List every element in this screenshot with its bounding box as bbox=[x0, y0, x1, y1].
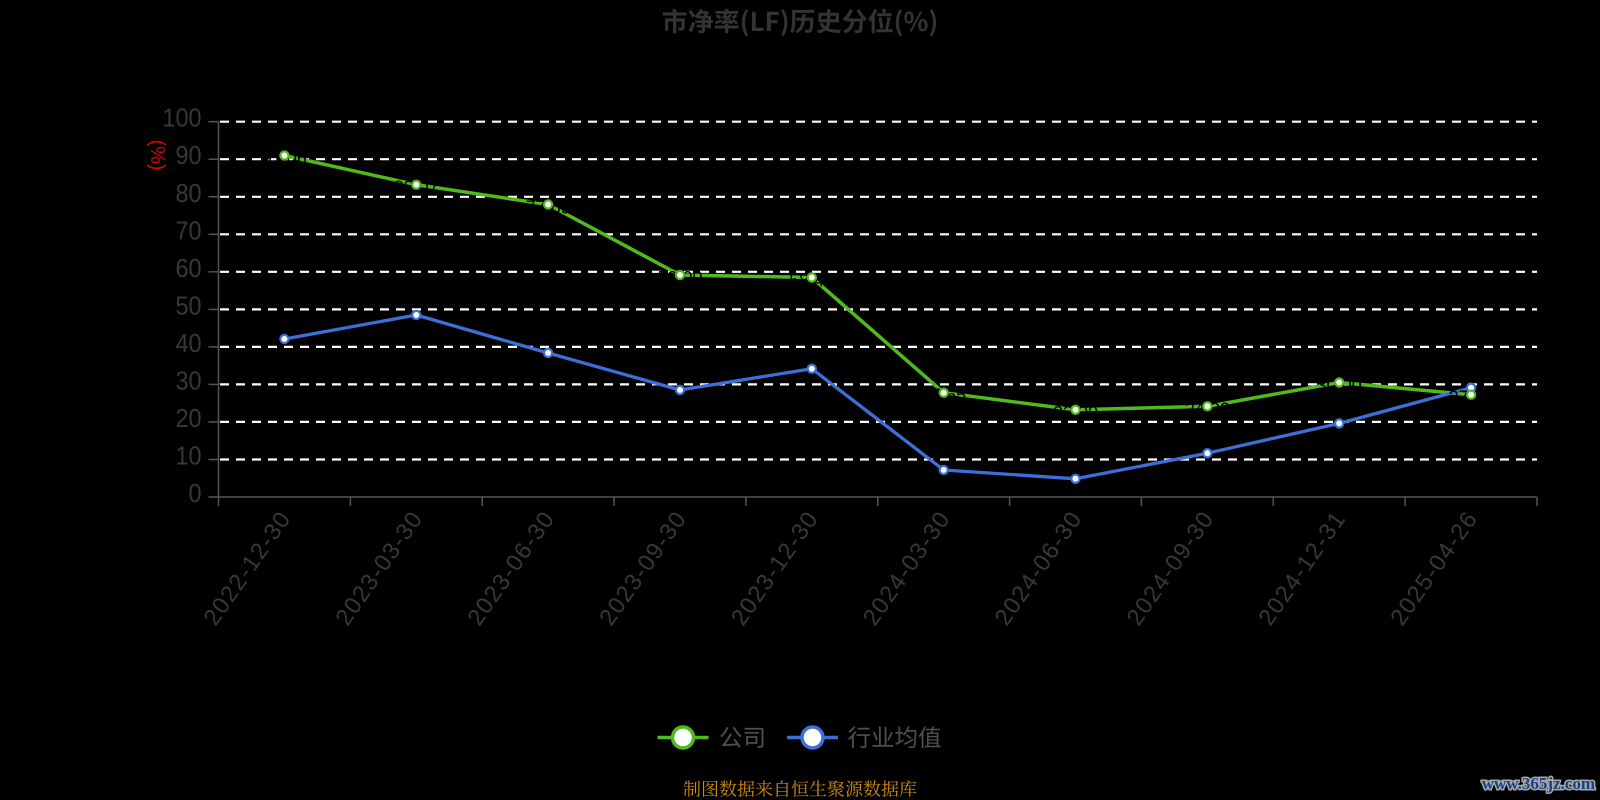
svg-text:30: 30 bbox=[176, 365, 202, 395]
svg-text:70: 70 bbox=[176, 215, 202, 245]
svg-text:80: 80 bbox=[176, 178, 202, 208]
svg-text:60: 60 bbox=[176, 253, 202, 283]
svg-text:50: 50 bbox=[176, 290, 202, 320]
svg-text:100: 100 bbox=[163, 103, 202, 133]
svg-text:40: 40 bbox=[176, 328, 202, 358]
svg-text:20: 20 bbox=[176, 403, 202, 433]
svg-text:0: 0 bbox=[189, 478, 202, 508]
svg-text:www.365jz.com: www.365jz.com bbox=[1482, 774, 1595, 793]
svg-text:(%): (%) bbox=[146, 139, 168, 170]
svg-text:90: 90 bbox=[176, 140, 202, 170]
svg-text:10: 10 bbox=[176, 441, 202, 471]
